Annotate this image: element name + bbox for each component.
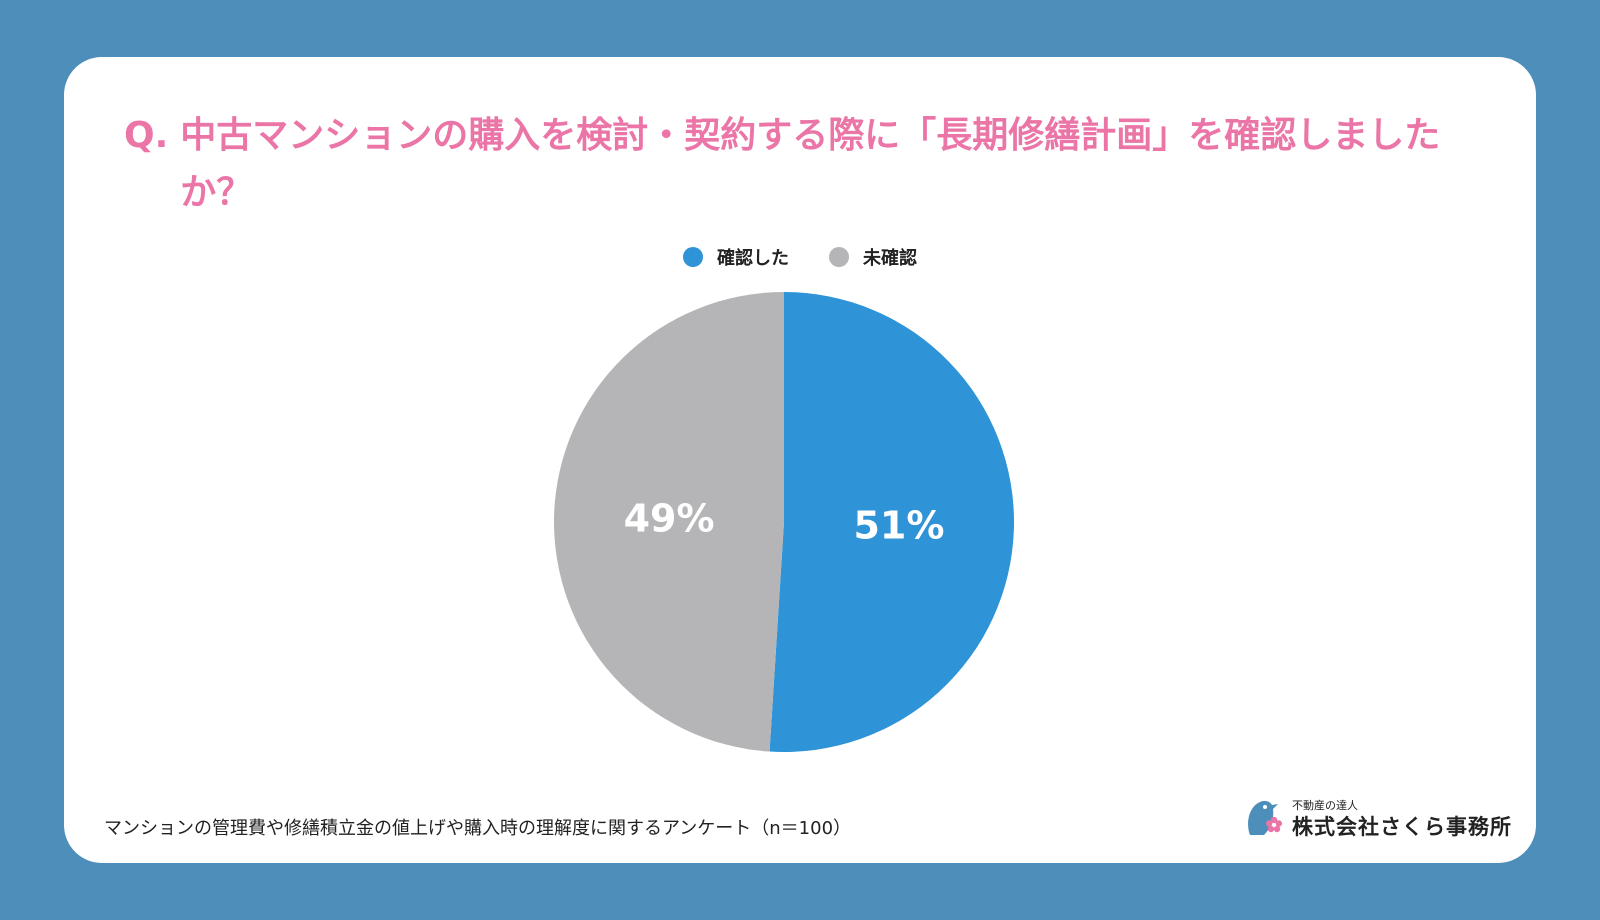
chart-title: Q. 中古マンションの購入を検討・契約する際に「長期修繕計画」を確認しましたか？: [124, 107, 1504, 221]
survey-footnote: マンションの管理費や修繕積立金の値上げや購入時の理解度に関するアンケート（n＝1…: [104, 818, 852, 839]
legend-swatch-unconfirmed: [829, 247, 849, 267]
logo-tagline: 不動産の達人: [1292, 799, 1358, 812]
legend: 確認した 未確認: [64, 244, 1536, 270]
bird-sakura-logo-icon: [1248, 800, 1282, 835]
pie-slice-confirmed: [769, 292, 1015, 753]
legend-label-confirmed: 確認した: [717, 248, 789, 269]
legend-swatch-confirmed: [683, 247, 703, 267]
pie-label-unconfirmed: 49%: [624, 496, 715, 540]
pie-label-confirmed: 51%: [853, 504, 944, 548]
pie-chart: 51% 49%: [554, 292, 1015, 753]
company-logo: 不動産の達人 株式会社さくら事務所: [1244, 793, 1514, 843]
question-prefix: Q.: [124, 115, 169, 156]
legend-item-unconfirmed: 未確認: [829, 244, 917, 270]
chart-card: Q. 中古マンションの購入を検討・契約する際に「長期修繕計画」を確認しましたか？…: [64, 57, 1536, 863]
legend-item-confirmed: 確認した: [683, 244, 789, 270]
logo-name: 株式会社さくら事務所: [1292, 815, 1512, 839]
question-text: 中古マンションの購入を検討・契約する際に「長期修繕計画」を確認しましたか？: [180, 115, 1441, 213]
legend-label-unconfirmed: 未確認: [863, 248, 917, 269]
pie-slice-unconfirmed: [554, 292, 784, 752]
